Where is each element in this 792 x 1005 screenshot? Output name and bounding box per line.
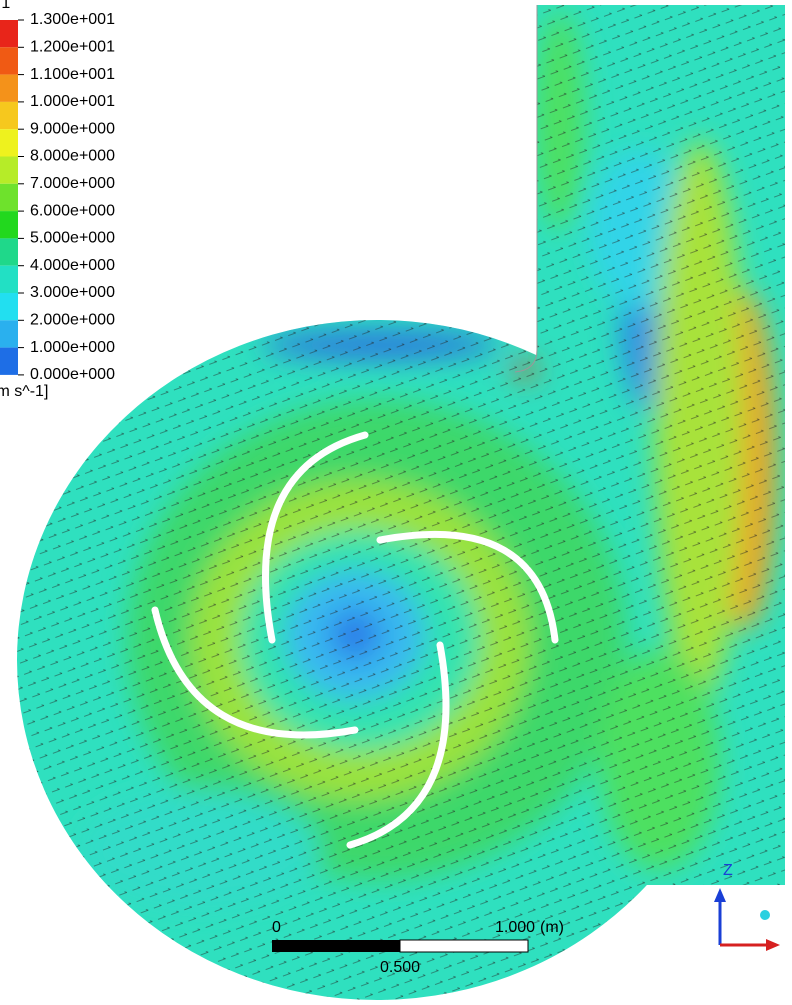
legend-label: 1.100e+001: [30, 66, 115, 83]
legend-swatch: [0, 238, 18, 265]
legend-swatch: [0, 211, 18, 238]
legend-label: 1.000e+001: [30, 93, 115, 110]
legend-label: 8.000e+000: [30, 148, 115, 165]
legend-swatch: [0, 47, 18, 74]
legend-label: 2.000e+000: [30, 312, 115, 329]
legend-swatch: [0, 129, 18, 156]
legend-swatch: [0, 20, 18, 47]
legend-title: Contour 1: [0, 0, 10, 12]
legend-unit: [m s^-1]: [0, 383, 48, 400]
scale-bar-black: [272, 940, 400, 952]
legend-label: 7.000e+000: [30, 175, 115, 192]
legend-label: 0.000e+000: [30, 366, 115, 383]
axis-z-label: Z: [723, 862, 733, 879]
legend-label: 9.000e+000: [30, 120, 115, 137]
scale-bar-white: [400, 940, 528, 952]
contour-view: 1.300e+001 1.200e+001 1.100e+001 1.000e+001…: [0, 0, 792, 1005]
legend-swatch: [0, 184, 18, 211]
flow-field: [0, 0, 792, 1005]
legend-swatch: [0, 266, 18, 293]
legend-label: 3.000e+000: [30, 284, 115, 301]
legend-label: 5.000e+000: [30, 230, 115, 247]
legend-swatch: [0, 157, 18, 184]
legend-swatch: [0, 320, 18, 347]
legend-label: 1.300e+001: [30, 11, 115, 28]
legend-swatch: [0, 293, 18, 320]
color-legend: 1.300e+001 1.200e+001 1.100e+001 1.000e+001…: [0, 11, 115, 383]
legend-swatch: [0, 75, 18, 102]
legend-label: 1.200e+001: [30, 39, 115, 56]
legend-label: 4.000e+000: [30, 257, 115, 274]
scale-unit: (m): [540, 919, 564, 936]
legend-label: 6.000e+000: [30, 202, 115, 219]
scale-mid: 0.500: [380, 959, 420, 976]
scale-end: 1.000: [495, 919, 535, 936]
legend-swatch: [0, 348, 18, 375]
scale-start: 0: [272, 919, 281, 936]
legend-swatch: [0, 102, 18, 129]
legend-label: 1.000e+000: [30, 339, 115, 356]
